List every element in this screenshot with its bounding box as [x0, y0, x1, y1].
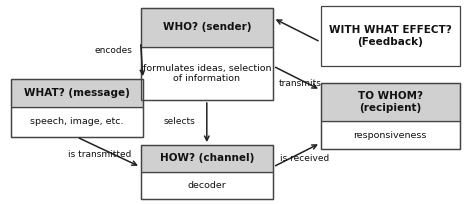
Bar [320, 83, 460, 121]
Text: selects: selects [163, 118, 195, 126]
Text: HOW? (channel): HOW? (channel) [160, 153, 254, 163]
Bar [141, 172, 273, 199]
Bar [141, 8, 273, 47]
Text: formulates ideas, selection
of information: formulates ideas, selection of informati… [143, 64, 271, 83]
Text: WHO? (sender): WHO? (sender) [163, 22, 251, 32]
Text: TO WHOM?
(recipient): TO WHOM? (recipient) [358, 91, 423, 113]
Bar [141, 145, 273, 199]
Text: WHAT? (message): WHAT? (message) [24, 88, 130, 98]
Text: is received: is received [280, 154, 329, 163]
Bar [141, 8, 273, 100]
Text: WITH WHAT EFFECT?
(Feedback): WITH WHAT EFFECT? (Feedback) [329, 25, 452, 47]
Bar [320, 121, 460, 149]
Bar [10, 79, 143, 137]
Bar [320, 83, 460, 149]
Text: transmits: transmits [278, 79, 321, 88]
Bar [10, 107, 143, 137]
Bar [10, 79, 143, 107]
Bar [141, 47, 273, 100]
Text: encodes: encodes [95, 45, 133, 54]
Text: speech, image, etc.: speech, image, etc. [30, 118, 124, 126]
Bar [320, 6, 460, 66]
Text: is transmitted: is transmitted [68, 151, 132, 160]
Text: decoder: decoder [187, 181, 226, 190]
Bar [141, 145, 273, 172]
Text: responsiveness: responsiveness [354, 131, 427, 140]
